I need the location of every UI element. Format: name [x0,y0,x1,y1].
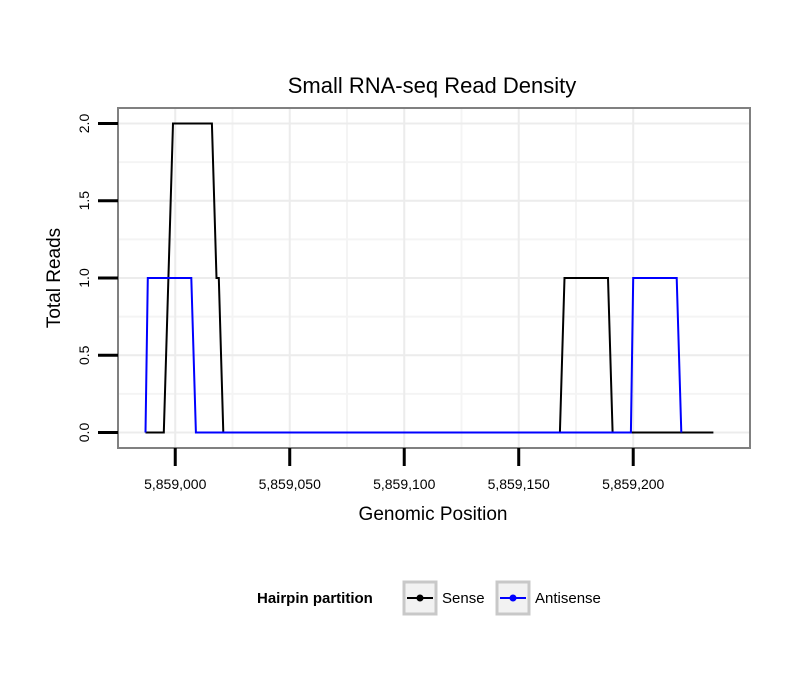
y-tick-label: 0.5 [76,345,92,365]
y-tick-label: 2.0 [76,114,92,134]
x-tick-label: 5,859,050 [259,476,321,492]
y-axis-title: Total Reads [44,228,65,328]
chart-title: Small RNA-seq Read Density [288,73,577,98]
legend-title: Hairpin partition [257,590,373,607]
y-tick-label: 0.0 [76,423,92,443]
x-tick-label: 5,859,000 [144,476,206,492]
x-axis: 5,859,000 5,859,050 5,859,100 5,859,150 5,85… [144,448,665,492]
series-layer [144,122,714,434]
y-tick-label: 1.0 [76,268,92,288]
series-line-antisense [144,277,683,434]
legend-label-sense: Sense [442,590,485,607]
y-tick-label: 1.5 [76,191,92,211]
legend-key-point [416,594,424,602]
x-axis-title: Genomic Position [359,504,508,525]
x-tick-label: 5,859,100 [373,476,435,492]
x-tick-label: 5,859,200 [602,476,664,492]
legend-label-antisense: Antisense [535,590,601,607]
legend-key-point [509,594,517,602]
legend: Hairpin partition Sense Antisense [257,580,601,616]
x-tick-label: 5,859,150 [488,476,550,492]
y-axis: 0.0 0.5 1.0 1.5 2.0 [76,114,118,443]
